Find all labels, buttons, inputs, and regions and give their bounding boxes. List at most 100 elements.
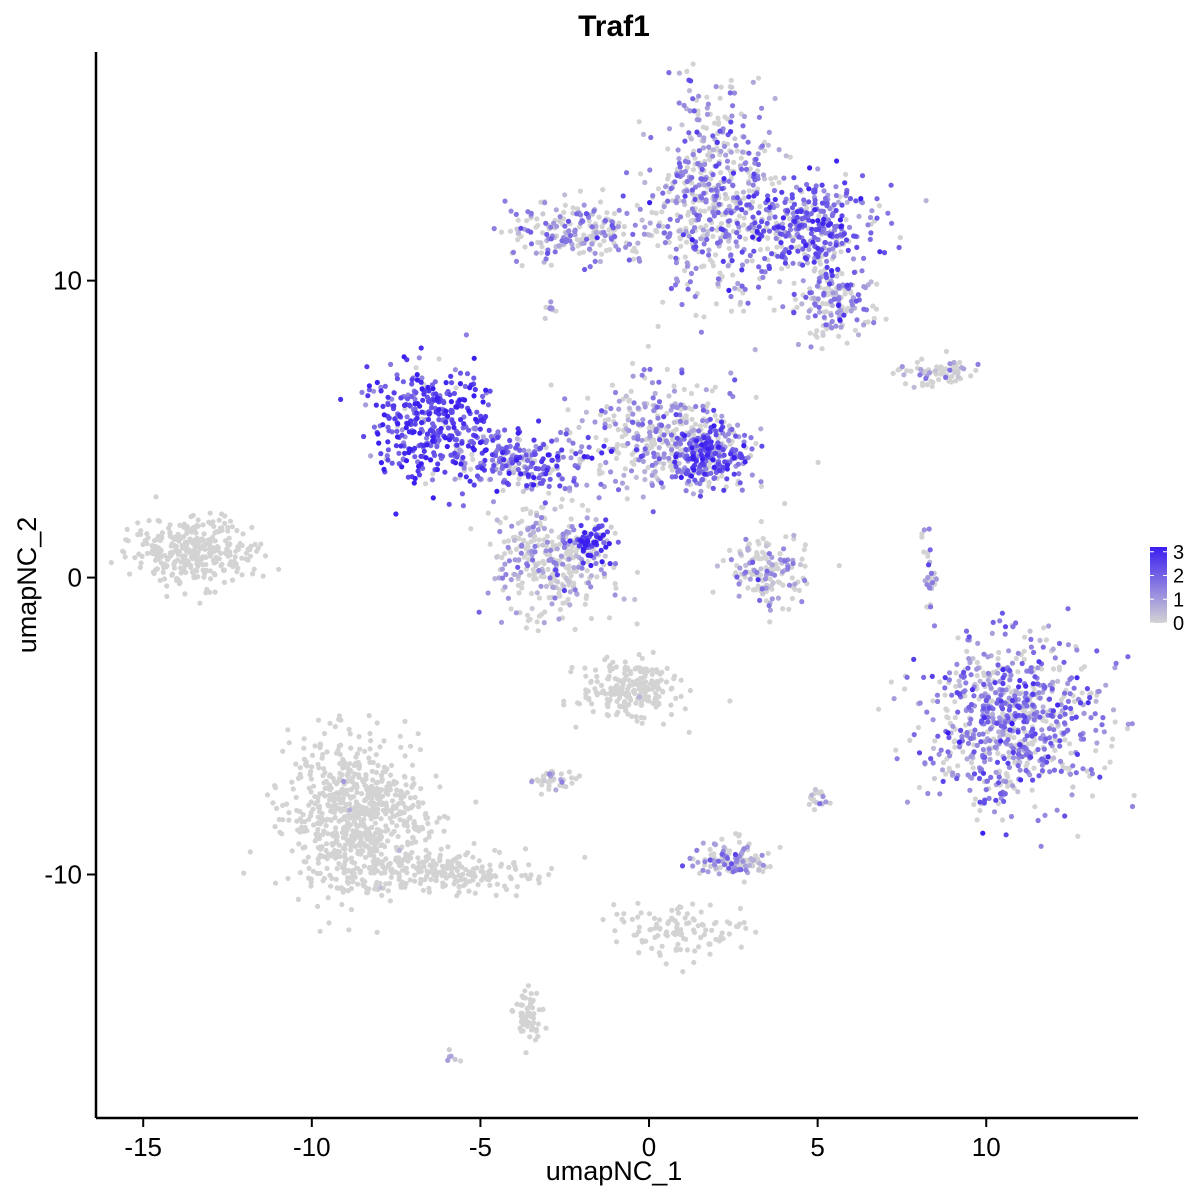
- data-point: [738, 155, 744, 161]
- data-point: [826, 247, 832, 253]
- data-point: [684, 947, 691, 953]
- data-point: [543, 548, 549, 554]
- data-point: [669, 907, 675, 913]
- data-point: [276, 816, 282, 823]
- data-point: [827, 800, 833, 806]
- data-point: [799, 556, 805, 562]
- data-point: [713, 252, 719, 258]
- data-point: [744, 258, 750, 264]
- data-point: [144, 531, 150, 537]
- data-point: [419, 859, 426, 865]
- data-point: [528, 210, 534, 216]
- data-point: [308, 799, 314, 805]
- data-point: [677, 931, 684, 938]
- data-point: [930, 717, 936, 723]
- data-point: [451, 881, 457, 887]
- data-point: [527, 875, 533, 882]
- data-point: [490, 499, 497, 505]
- data-point: [932, 738, 938, 744]
- data-point: [513, 893, 520, 899]
- data-point: [354, 789, 360, 796]
- data-point: [929, 383, 935, 389]
- data-point: [874, 196, 880, 202]
- data-point: [917, 372, 923, 378]
- data-point: [570, 440, 576, 446]
- data-point: [626, 398, 632, 404]
- data-point: [470, 456, 476, 462]
- data-point: [631, 245, 637, 251]
- data-point: [563, 575, 569, 582]
- data-point: [612, 581, 618, 587]
- data-point: [599, 690, 605, 696]
- data-point: [583, 595, 589, 602]
- data-point: [996, 649, 1002, 656]
- data-point: [632, 679, 639, 685]
- data-point: [1003, 687, 1009, 693]
- data-point: [537, 523, 544, 529]
- data-point: [341, 887, 347, 893]
- data-point: [498, 229, 505, 235]
- data-point: [783, 153, 789, 159]
- data-point: [222, 520, 228, 527]
- data-point: [515, 217, 521, 223]
- data-point: [806, 246, 812, 252]
- data-point: [344, 879, 351, 885]
- data-point: [1028, 665, 1034, 671]
- data-point: [665, 146, 671, 152]
- data-point: [561, 544, 568, 551]
- data-point: [583, 687, 589, 693]
- data-point: [264, 792, 271, 798]
- data-point: [507, 228, 514, 234]
- data-point: [437, 784, 443, 790]
- data-point: [686, 405, 692, 411]
- data-point: [937, 679, 943, 685]
- data-point: [223, 538, 229, 544]
- data-point: [995, 670, 1001, 676]
- data-point: [673, 255, 679, 261]
- data-point: [745, 300, 751, 306]
- data-point: [610, 666, 616, 672]
- data-point: [696, 249, 702, 255]
- data-point: [1051, 755, 1057, 761]
- data-point: [1080, 766, 1086, 772]
- data-point: [410, 834, 416, 841]
- data-point: [369, 824, 375, 831]
- data-point: [333, 876, 339, 882]
- data-point: [298, 824, 304, 830]
- data-point: [977, 678, 983, 684]
- data-point: [630, 256, 637, 262]
- data-point: [306, 875, 312, 881]
- data-point: [367, 746, 373, 752]
- data-point: [383, 790, 389, 796]
- data-point: [990, 669, 996, 676]
- data-point: [274, 805, 280, 812]
- data-point: [521, 447, 527, 453]
- data-point: [389, 870, 395, 876]
- data-point: [934, 692, 941, 698]
- data-point: [756, 541, 762, 547]
- data-point: [576, 701, 583, 707]
- data-point: [966, 656, 972, 662]
- data-point: [574, 591, 580, 597]
- data-point: [1038, 735, 1044, 742]
- data-point: [437, 852, 443, 858]
- data-point: [923, 375, 929, 382]
- data-point: [715, 858, 722, 864]
- data-point: [1011, 755, 1017, 761]
- data-point: [527, 1003, 533, 1009]
- data-point: [327, 797, 333, 803]
- data-point: [182, 556, 188, 562]
- data-point: [677, 228, 683, 234]
- data-point: [1037, 637, 1043, 644]
- data-point: [327, 772, 333, 778]
- data-point: [1005, 783, 1011, 789]
- data-point: [409, 840, 415, 846]
- data-point: [524, 612, 531, 618]
- data-point: [1031, 649, 1037, 656]
- data-point: [690, 863, 696, 869]
- data-point: [790, 260, 796, 266]
- data-point: [343, 787, 350, 793]
- data-point: [479, 864, 485, 870]
- data-point: [972, 727, 978, 733]
- data-point: [685, 286, 691, 292]
